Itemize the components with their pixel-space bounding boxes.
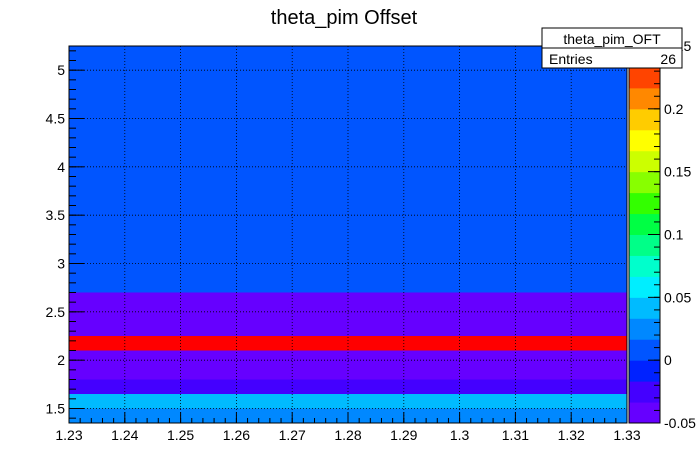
z-tick-label-5: 0.2 [664,101,684,117]
x-tick-label-5: 1.28 [334,427,361,443]
heatmap-row-1 [69,394,627,409]
color-palette [628,45,661,424]
x-tick-label-1: 1.24 [111,427,138,443]
palette-swatch-14 [629,108,660,131]
stats-entries-label: Entries [549,51,593,67]
x-tick-label-7: 1.3 [450,427,470,443]
palette-swatch-13 [629,129,660,152]
palette-swatch-4 [629,318,660,340]
x-axis: 1.23 1.24 1.25 1.26 1.27 1.28 1.29 1.3 1.31 1.32 1… [55,412,641,443]
palette-swatch-9 [629,213,660,235]
x-tick-label-10: 1.33 [613,427,640,443]
y-tick-label-6: 4.5 [46,111,66,127]
heatmap-row-2 [69,379,627,394]
y-tick-label-7: 5 [57,62,65,78]
heatmap-cells [69,46,627,423]
x-tick-label-0: 1.23 [55,427,82,443]
z-tick-label-2: 0.05 [664,289,691,305]
x-tick-label-8: 1.31 [502,427,529,443]
x-tick-label-9: 1.32 [558,427,585,443]
y-axis: 1.5 2 2.5 3 3.5 4 4.5 5 [46,50,84,419]
y-tick-label-1: 2 [57,352,65,368]
y-tick-label-3: 3 [57,256,65,272]
palette-swatch-6 [629,276,660,298]
y-tick-label-5: 4 [57,159,65,175]
x-tick-label-4: 1.27 [279,427,306,443]
palette-swatch-8 [629,234,660,256]
x-tick-label-6: 1.29 [390,427,417,443]
grid-lines [68,46,628,423]
palette-swatch-10 [629,192,660,215]
palette-swatch-15 [629,87,660,110]
palette-swatch-1 [629,381,660,403]
x-tick-label-3: 1.26 [223,427,250,443]
palette-swatch-11 [629,171,660,194]
z-tick-label-0: -0.05 [664,415,696,431]
heatmap-row-5 [69,292,627,336]
y-tick-label-2: 2.5 [46,304,66,320]
z-tick-label-4: 0.15 [664,164,691,180]
z-tick-label-1: 0 [664,352,672,368]
palette-swatch-0 [629,402,660,424]
x-tick-label-2: 1.25 [167,427,194,443]
stats-name: theta_pim_OFT [563,31,661,47]
palette-swatch-16 [629,66,660,89]
stats-box: theta_pim_OFT Entries 26 [541,27,683,69]
z-tick-label-3: 0.1 [664,227,684,243]
palette-swatch-2 [629,360,660,382]
y-tick-label-0: 1.5 [46,401,66,417]
palette-swatch-7 [629,255,660,277]
palette-swatch-5 [629,297,660,319]
palette-swatch-12 [629,150,660,173]
chart-title: theta_pim Offset [271,7,418,29]
palette-swatch-3 [629,339,660,361]
stats-entries-value: 26 [660,51,676,67]
y-tick-label-4: 3.5 [46,207,66,223]
